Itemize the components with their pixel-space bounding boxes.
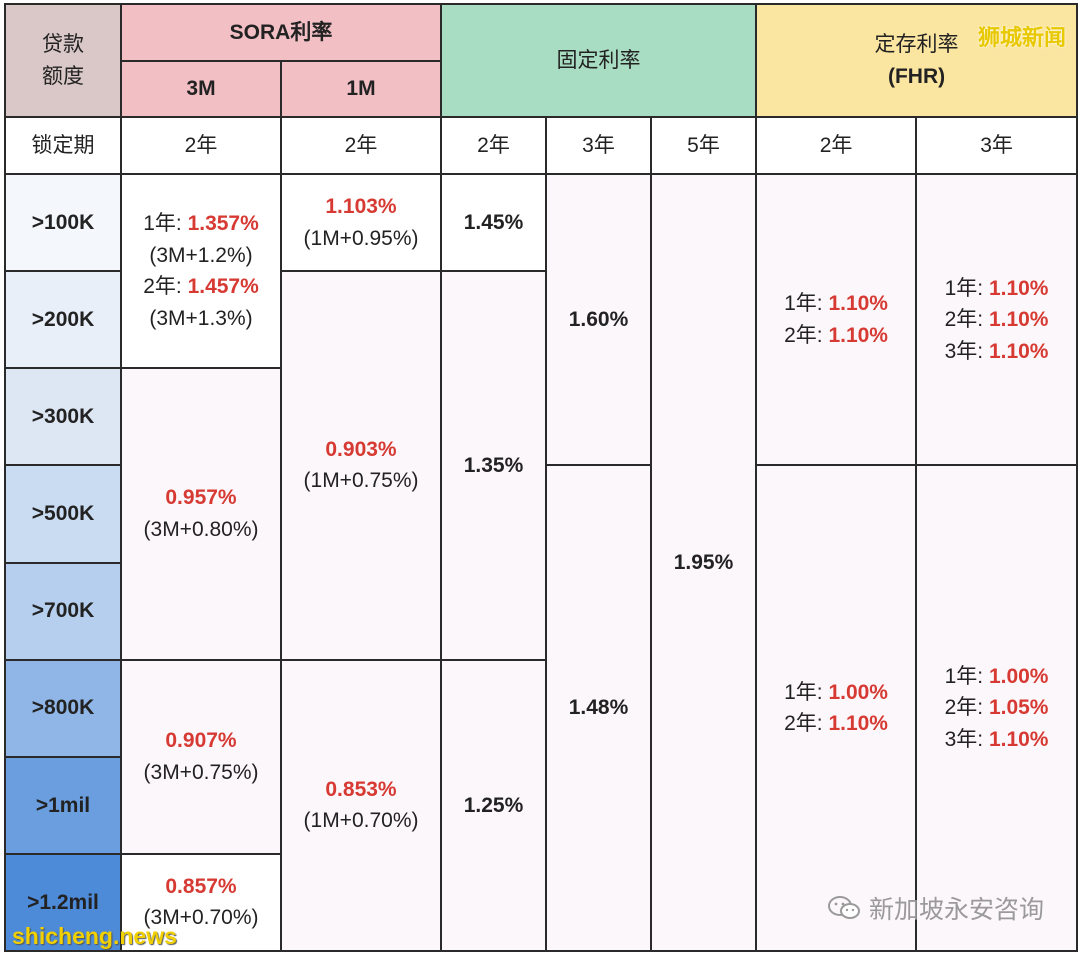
tier-label: >1mil — [4, 755, 122, 855]
period-label: 1年: — [784, 292, 823, 316]
rate-value: 0.957% — [165, 486, 237, 510]
lock-fixed-3y: 3年 — [545, 116, 652, 176]
fhr-subtitle: (FHR) — [887, 64, 946, 88]
watermark-bottom-right-text: 新加坡永安咨询 — [868, 896, 1044, 924]
period-label: 2年: — [944, 696, 984, 720]
fixed-5y-cell-a: 1.95% — [649, 173, 758, 952]
period-label: 2年: — [784, 712, 823, 736]
fhr-3y-row: 2年: 1.10% — [945, 304, 1049, 336]
fixed-3y-cell-b: 1.48% — [545, 464, 652, 952]
fhr-3y-row: 3年: 1.10% — [945, 724, 1049, 756]
fhr-2y-cell-a: 1年: 1.10% 2年: 1.10% — [755, 173, 918, 467]
fhr-3y-row: 2年: 1.05% — [945, 692, 1049, 724]
fhr-2y-row: 2年: 1.10% — [784, 320, 888, 352]
fhr-3y-row: 3年: 1.10% — [945, 336, 1049, 368]
period-label: 1年: — [944, 664, 984, 688]
sora-rate-header: SORA利率 — [120, 2, 442, 63]
rate-value: 1.357% — [187, 212, 259, 236]
fixed-2y-cell-b: 1.35% — [440, 270, 547, 661]
sora-3m-cell-c: 0.907% (3M+0.75%) — [120, 658, 282, 855]
tier-label: >500K — [4, 464, 122, 564]
rate-value: 0.853% — [325, 777, 397, 801]
fhr-title: 定存利率 — [874, 33, 959, 57]
fixed-2y-cell-c: 1.25% — [440, 658, 547, 953]
tier-label: >300K — [4, 367, 122, 467]
tier-label: >100K — [4, 173, 122, 273]
period-label: 2年: — [944, 308, 984, 332]
sora-1m-cell-c: 0.853% (1M+0.70%) — [280, 658, 442, 953]
rate-value: 1.00% — [988, 664, 1049, 688]
rate-value: 1.10% — [988, 308, 1049, 332]
rate-formula: (3M+1.2%) — [149, 243, 253, 267]
period-label: 1年: — [143, 212, 182, 236]
rate-formula: (3M+0.75%) — [143, 760, 259, 784]
fhr-3y-row: 1年: 1.10% — [945, 273, 1049, 305]
lock-fixed-2y: 2年 — [440, 116, 547, 176]
rate-value: 1.10% — [988, 276, 1049, 300]
period-label: 2年: — [143, 275, 182, 299]
rate-formula: (3M+1.3%) — [149, 306, 253, 330]
rate-value: 1.10% — [988, 339, 1049, 363]
lock-sora-1m: 2年 — [280, 116, 442, 176]
tier-label: >700K — [4, 561, 122, 661]
lock-fhr-3y: 3年 — [915, 116, 1079, 176]
sora-3m-y1: 1年: 1.357% — [122, 208, 280, 240]
loan-amount-label: 贷款额度 — [42, 33, 84, 88]
fhr-2y-row: 1年: 1.00% — [784, 677, 888, 709]
rate-value: 1.103% — [325, 195, 397, 219]
rate-formula: (3M+0.80%) — [143, 517, 259, 541]
watermark-bottom-right: 新加坡永安咨询 — [827, 890, 1044, 926]
tier-label: >800K — [4, 658, 122, 758]
loan-amount-header: 贷款额度 — [4, 2, 122, 119]
fixed-2y-cell-a: 1.45% — [440, 173, 547, 273]
sora-1m-header: 1M — [280, 60, 442, 119]
sora-1m-cell-b: 0.903% (1M+0.75%) — [280, 270, 442, 661]
rate-formula: (3M+0.70%) — [143, 906, 259, 930]
fhr-3y-cell-a: 1年: 1.10% 2年: 1.10% 3年: 1.10% — [915, 173, 1079, 467]
fhr-2y-row: 1年: 1.10% — [784, 288, 888, 320]
rate-value: 1.00% — [828, 680, 888, 704]
lock-fhr-2y: 2年 — [755, 116, 918, 176]
tier-label: >200K — [4, 270, 122, 370]
period-label: 3年: — [944, 727, 984, 751]
watermark-top-right: 狮城新闻 — [977, 25, 1066, 50]
sora-3m-y2: 2年: 1.457% — [122, 271, 280, 303]
period-label: 1年: — [944, 276, 984, 300]
fixed-rate-header: 固定利率 — [439, 2, 758, 119]
tier-label: >1.2mil — [4, 852, 122, 953]
period-label: 2年: — [784, 323, 823, 347]
watermark-bottom-left: shicheng.news — [12, 923, 177, 949]
period-label: 3年: — [944, 339, 984, 363]
fhr-rate-header: 定存利率 (FHR) — [755, 2, 1079, 119]
fhr-2y-row: 2年: 1.10% — [784, 708, 888, 740]
rate-value: 1.10% — [828, 292, 888, 316]
fhr-2y-cell-b: 1年: 1.00% 2年: 1.10% — [755, 464, 918, 952]
lock-fixed-5y: 5年 — [649, 116, 758, 176]
rate-value: 0.907% — [165, 729, 237, 753]
sora-3m-cell-b: 0.957% (3M+0.80%) — [120, 367, 282, 661]
mortgage-rate-table: 贷款额度 SORA利率 固定利率 定存利率 (FHR) 3M 1M 锁定期 2年… — [4, 2, 1079, 953]
wechat-icon — [827, 896, 860, 919]
rate-value: 1.10% — [828, 323, 888, 347]
sora-1m-cell-a: 1.103% (1M+0.95%) — [280, 173, 442, 273]
sora-3m-header: 3M — [120, 60, 282, 119]
fixed-3y-cell-a: 1.60% — [545, 173, 652, 467]
fhr-3y-row: 1年: 1.00% — [945, 661, 1049, 693]
rate-value: 0.903% — [325, 437, 397, 461]
sora-3m-cell-d: 0.857% (3M+0.70%) — [120, 852, 282, 953]
rate-value: 1.10% — [828, 712, 888, 736]
fhr-3y-cell-b: 1年: 1.00% 2年: 1.05% 3年: 1.10% — [915, 464, 1079, 952]
rate-formula: (1M+0.95%) — [303, 226, 419, 250]
sora-3m-cell-a: 1年: 1.357% (3M+1.2%) 2年: 1.457% (3M+1.3%… — [120, 173, 282, 370]
rate-formula: (1M+0.70%) — [303, 809, 419, 833]
period-label: 1年: — [784, 680, 823, 704]
rate-value: 0.857% — [165, 874, 237, 898]
lock-period-label: 锁定期 — [4, 116, 122, 176]
rate-formula: (1M+0.75%) — [303, 469, 419, 493]
rate-value: 1.10% — [988, 727, 1049, 751]
lock-sora-3m: 2年 — [120, 116, 282, 176]
rate-value: 1.457% — [187, 275, 259, 299]
rate-value: 1.05% — [988, 696, 1049, 720]
